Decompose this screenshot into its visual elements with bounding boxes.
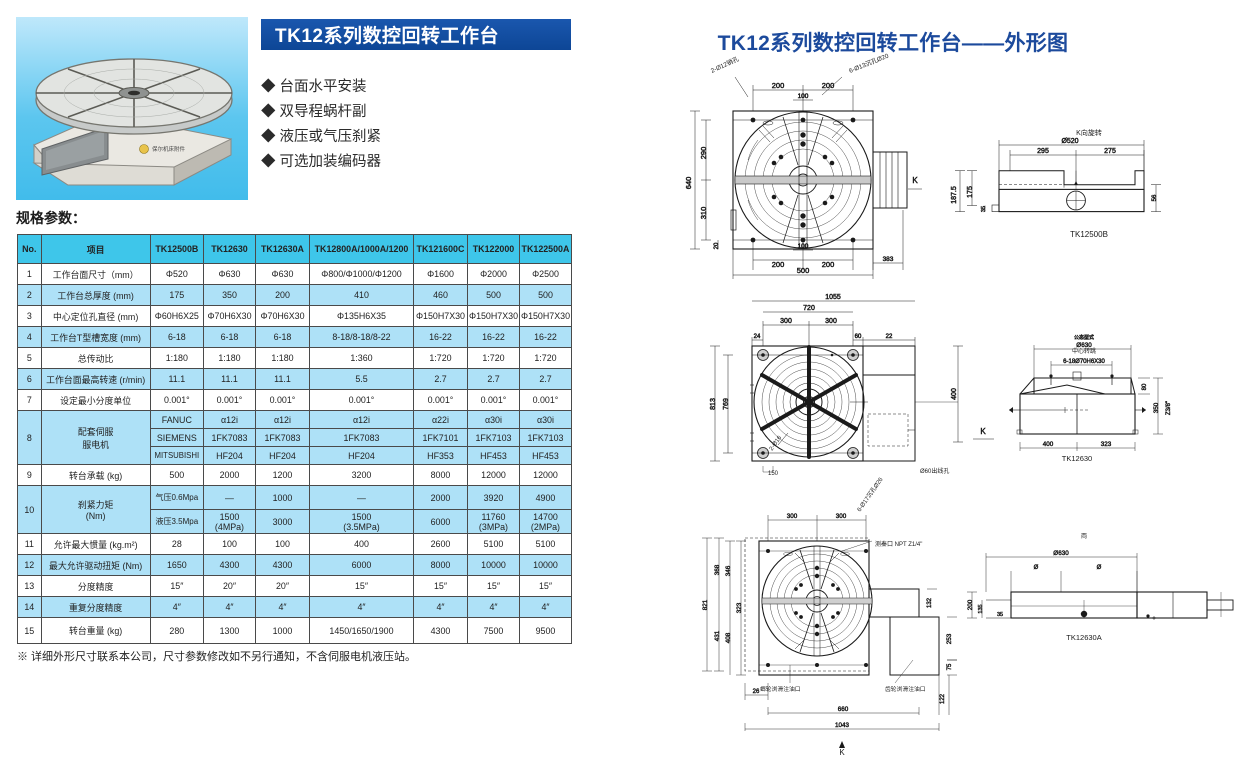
svg-text:769: 769	[723, 398, 730, 410]
svg-text:290: 290	[699, 147, 708, 160]
svg-text:400: 400	[1043, 441, 1054, 448]
svg-text:175: 175	[967, 186, 974, 198]
svg-text:Ø520: Ø520	[1061, 138, 1078, 145]
svg-text:100: 100	[798, 243, 809, 250]
svg-text:Z3/8": Z3/8"	[1166, 401, 1172, 415]
svg-text:135: 135	[978, 604, 984, 613]
svg-text:K向旋转: K向旋转	[1076, 128, 1102, 137]
svg-text:6-Ø17沉孔Ø26: 6-Ø17沉孔Ø26	[855, 475, 885, 513]
svg-text:両: 両	[1081, 533, 1087, 540]
svg-text:Ø60出线孔: Ø60出线孔	[920, 467, 949, 475]
svg-text:6-Ø13沉孔Ø20: 6-Ø13沉孔Ø20	[848, 52, 890, 75]
svg-text:测秦口 NPT Z1/4": 测秦口 NPT Z1/4"	[875, 540, 922, 548]
svg-text:26: 26	[753, 689, 760, 695]
svg-text:660: 660	[838, 706, 849, 713]
svg-text:K: K	[839, 748, 845, 757]
svg-text:保尔机床附件: 保尔机床附件	[152, 145, 186, 153]
svg-text:24: 24	[754, 334, 761, 340]
svg-text:187.5: 187.5	[951, 186, 958, 204]
svg-text:1055: 1055	[825, 294, 841, 301]
svg-text:公态型式: 公态型式	[1074, 334, 1094, 341]
svg-text:K: K	[980, 427, 986, 436]
svg-text:323: 323	[1101, 441, 1112, 448]
svg-text:200: 200	[772, 260, 785, 269]
svg-text:22: 22	[886, 334, 893, 340]
svg-text:200: 200	[822, 260, 835, 269]
svg-text:螂轮浏滑注油口: 螂轮浏滑注油口	[760, 685, 801, 693]
svg-text:200: 200	[967, 599, 974, 610]
svg-text:253: 253	[946, 633, 953, 644]
svg-text:齿轮浏滑注油口: 齿轮浏滑注油口	[885, 685, 926, 693]
svg-text:300: 300	[825, 318, 837, 325]
svg-text:6-18Ø70H6X30: 6-18Ø70H6X30	[1063, 359, 1105, 365]
svg-text:56: 56	[1152, 194, 1158, 201]
svg-text:75: 75	[947, 663, 953, 670]
svg-text:TK12630: TK12630	[1062, 454, 1092, 463]
svg-text:295: 295	[1037, 148, 1049, 155]
svg-text:2-Ø12销孔: 2-Ø12销孔	[709, 54, 741, 75]
svg-text:368: 368	[714, 564, 721, 575]
svg-text:20: 20	[714, 242, 720, 249]
svg-text:Ø: Ø	[1034, 565, 1039, 571]
svg-text:TK12500B: TK12500B	[1070, 230, 1108, 239]
svg-text:408: 408	[725, 632, 732, 643]
svg-text:80: 80	[1142, 383, 1148, 390]
svg-text:720: 720	[803, 305, 815, 312]
svg-text:346: 346	[725, 565, 732, 576]
svg-text:310: 310	[699, 207, 708, 220]
svg-text:400: 400	[951, 388, 958, 400]
svg-text:Ø630: Ø630	[1053, 550, 1069, 557]
svg-text:1043: 1043	[835, 722, 850, 729]
svg-text:35: 35	[997, 612, 1003, 618]
svg-text:431: 431	[714, 630, 721, 641]
svg-text:100: 100	[798, 93, 809, 100]
svg-text:200: 200	[772, 81, 785, 90]
svg-text:300: 300	[836, 513, 847, 520]
svg-text:122: 122	[940, 693, 946, 704]
svg-text:K: K	[912, 176, 918, 185]
svg-text:813: 813	[710, 398, 717, 410]
svg-text:300: 300	[780, 318, 792, 325]
svg-text:300: 300	[787, 513, 798, 520]
svg-text:Ø: Ø	[1097, 565, 1102, 571]
svg-text:Ø630: Ø630	[1076, 342, 1092, 349]
svg-text:640: 640	[684, 177, 693, 190]
svg-text:350: 350	[1153, 402, 1160, 413]
svg-text:35: 35	[981, 206, 987, 212]
svg-text:275: 275	[1104, 148, 1116, 155]
svg-text:383: 383	[883, 256, 894, 263]
svg-text:60: 60	[855, 334, 862, 340]
svg-text:323: 323	[736, 602, 743, 613]
svg-text:821: 821	[702, 599, 709, 610]
svg-text:132: 132	[927, 597, 933, 608]
svg-text:500: 500	[797, 266, 810, 275]
svg-text:TK12630A: TK12630A	[1066, 633, 1101, 642]
